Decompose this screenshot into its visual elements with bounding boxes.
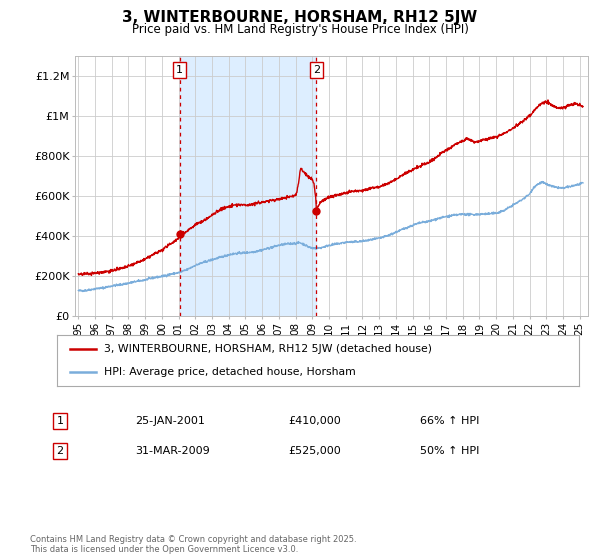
Text: HPI: Average price, detached house, Horsham: HPI: Average price, detached house, Hors… <box>104 367 356 377</box>
Text: 3, WINTERBOURNE, HORSHAM, RH12 5JW: 3, WINTERBOURNE, HORSHAM, RH12 5JW <box>122 11 478 25</box>
Text: £410,000: £410,000 <box>288 416 341 426</box>
Text: Contains HM Land Registry data © Crown copyright and database right 2025.
This d: Contains HM Land Registry data © Crown c… <box>30 535 356 554</box>
Text: Price paid vs. HM Land Registry's House Price Index (HPI): Price paid vs. HM Land Registry's House … <box>131 22 469 36</box>
Text: 25-JAN-2001: 25-JAN-2001 <box>135 416 205 426</box>
Text: £525,000: £525,000 <box>288 446 341 456</box>
Text: 3, WINTERBOURNE, HORSHAM, RH12 5JW (detached house): 3, WINTERBOURNE, HORSHAM, RH12 5JW (deta… <box>104 344 432 354</box>
Bar <box>180 56 316 316</box>
Text: 66% ↑ HPI: 66% ↑ HPI <box>420 416 479 426</box>
Text: 2: 2 <box>56 446 64 456</box>
Text: 1: 1 <box>56 416 64 426</box>
Text: 2: 2 <box>313 65 320 75</box>
Text: 1: 1 <box>176 65 183 75</box>
Text: 50% ↑ HPI: 50% ↑ HPI <box>420 446 479 456</box>
Text: 31-MAR-2009: 31-MAR-2009 <box>135 446 210 456</box>
